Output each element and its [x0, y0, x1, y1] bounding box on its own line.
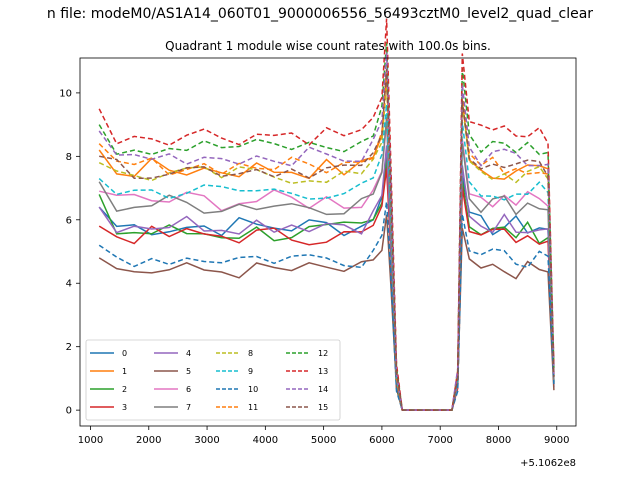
legend-box	[85, 339, 341, 421]
legend-label-7: 7	[186, 403, 191, 412]
legend-label-8: 8	[248, 349, 253, 358]
legend-label-10: 10	[248, 385, 258, 394]
y-tick-label: 6	[66, 215, 72, 226]
chart-suptitle: n file: modeM0/AS1A14_060T01_9000006556_…	[47, 6, 593, 22]
series-line-7	[98, 116, 555, 411]
x-tick-label: 8000	[486, 435, 511, 446]
y-tick-label: 2	[66, 342, 72, 353]
x-tick-label: 7000	[427, 435, 452, 446]
series-line-5	[98, 214, 555, 411]
legend-label-15: 15	[318, 403, 328, 412]
series-line-4	[98, 145, 555, 411]
plot-frame	[79, 57, 577, 427]
legend-label-6: 6	[186, 385, 191, 394]
x-tick-label: 2000	[136, 435, 161, 446]
legend-label-5: 5	[186, 367, 191, 376]
legend-label-3: 3	[122, 403, 127, 412]
y-tick-label: 10	[59, 88, 72, 99]
x-tick-label: 4000	[253, 435, 278, 446]
x-tick-label: 3000	[194, 435, 219, 446]
x-tick-label: 6000	[369, 435, 394, 446]
x-tick-label: 9000	[544, 435, 569, 446]
chart-title: Quadrant 1 module wise count rates with …	[165, 39, 491, 53]
x-axis-ticks: 1000 2000 3000 4000 5000 6000 7000 8000 9000	[78, 426, 569, 446]
legend-label-0: 0	[122, 349, 127, 358]
legend-label-2: 2	[122, 385, 127, 394]
x-offset-label: +5.1062e8	[520, 458, 576, 469]
series-line-9	[98, 104, 555, 411]
series-line-12	[98, 42, 555, 411]
y-tick-label: 0	[66, 406, 72, 417]
y-tick-label: 4	[66, 279, 72, 290]
legend-label-13: 13	[318, 367, 328, 376]
legend-label-12: 12	[318, 349, 328, 358]
legend-label-11: 11	[248, 403, 258, 412]
legend-label-1: 1	[122, 367, 127, 376]
series-line-10	[98, 201, 555, 411]
legend-label-9: 9	[248, 367, 253, 376]
y-tick-label: 8	[66, 152, 72, 163]
x-tick-label: 1000	[78, 435, 103, 446]
legend-label-4: 4	[186, 349, 191, 358]
legend-label-14: 14	[318, 385, 328, 394]
x-tick-label: 5000	[311, 435, 336, 446]
series-line-15	[99, 68, 555, 411]
y-axis-ticks: 0 2 4 6 8 10	[59, 88, 80, 417]
